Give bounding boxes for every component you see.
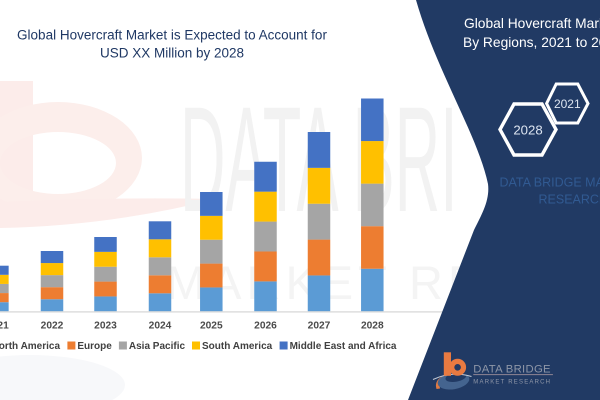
svg-text:By Regions, 2021 to 2028: By Regions, 2021 to 2028 (463, 35, 600, 50)
svg-text:2028: 2028 (513, 123, 542, 138)
svg-text:Asia Pacific: Asia Pacific (129, 341, 186, 352)
svg-text:North America: North America (0, 341, 60, 352)
svg-text:2021: 2021 (554, 97, 581, 111)
svg-text:Global Hovercraft Market,: Global Hovercraft Market, (464, 16, 600, 31)
svg-text:Global Hovercraft Market is Ex: Global Hovercraft Market is Expected to … (17, 27, 327, 42)
svg-text:2025: 2025 (200, 321, 223, 332)
svg-text:DATA BRIDGE: DATA BRIDGE (473, 363, 551, 375)
svg-text:DATA BRIDGE MAR: DATA BRIDGE MAR (500, 176, 600, 190)
svg-text:MARKET RESEARCH: MARKET RESEARCH (473, 380, 551, 386)
svg-text:2028: 2028 (361, 321, 384, 332)
svg-text:2026: 2026 (254, 321, 277, 332)
svg-text:Middle East and Africa: Middle East and Africa (290, 341, 397, 352)
svg-text:South America: South America (202, 341, 273, 352)
svg-text:RESEARCH I: RESEARCH I (539, 193, 600, 207)
svg-text:Europe: Europe (77, 341, 112, 352)
svg-text:2022: 2022 (41, 321, 64, 332)
svg-text:USD XX Million by 2028: USD XX Million by 2028 (100, 45, 244, 60)
svg-text:2027: 2027 (308, 321, 331, 332)
svg-text:2023: 2023 (94, 321, 117, 332)
svg-text:2024: 2024 (149, 321, 172, 332)
svg-text:2021: 2021 (0, 321, 9, 332)
